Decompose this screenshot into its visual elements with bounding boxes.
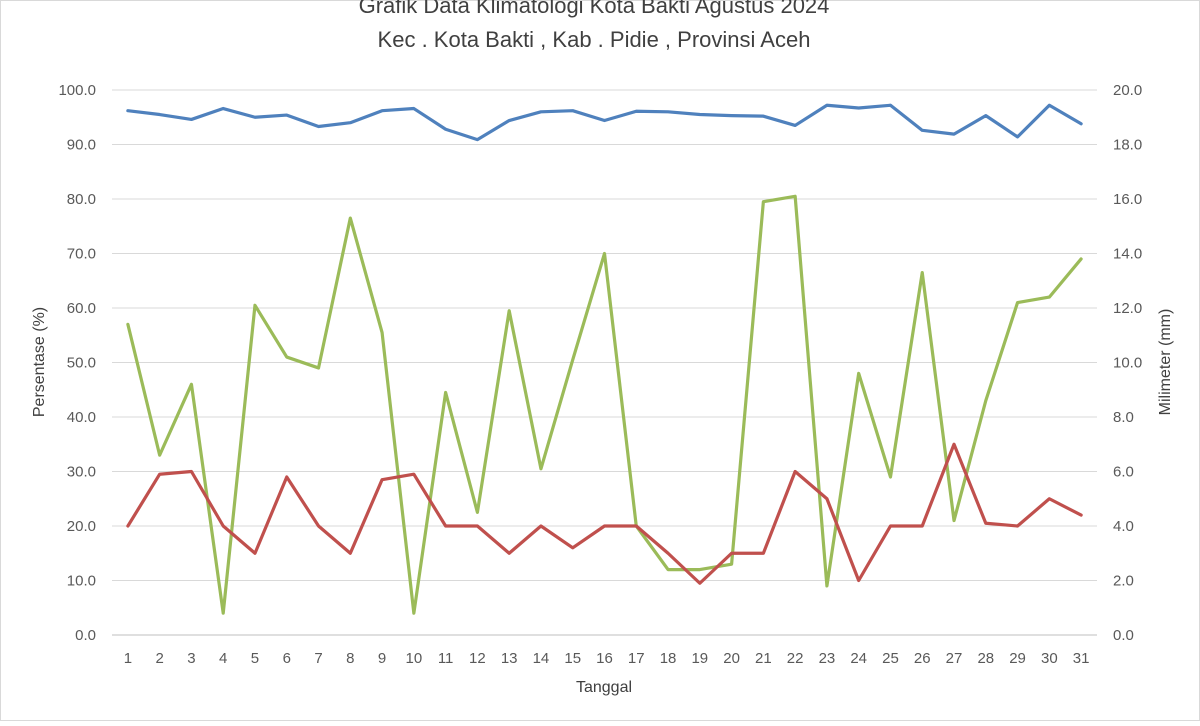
x-tick-label: 20 xyxy=(723,650,740,667)
x-tick-label: 14 xyxy=(533,650,550,667)
x-tick-label: 18 xyxy=(660,650,677,667)
y-tick-label: 30.0 xyxy=(67,464,96,481)
x-tick-label: 19 xyxy=(691,650,708,667)
x-tick-label: 16 xyxy=(596,650,613,667)
gridlines xyxy=(112,89,1097,636)
x-tick-label: 9 xyxy=(378,650,386,667)
y2-tick-label: 0.0 xyxy=(1113,627,1134,644)
y2-tick-label: 12.0 xyxy=(1113,300,1142,317)
x-tick-label: 26 xyxy=(914,650,931,667)
x-tick-label: 8 xyxy=(346,650,354,667)
left-axis-ticks: 0.0 10.0 20.0 30.0 40.0 50.0 60.0 70.0 80.0 90.0 1… xyxy=(58,82,96,644)
x-tick-label: 30 xyxy=(1041,650,1058,667)
x-tick-label: 23 xyxy=(819,650,836,667)
y-tick-label: 70.0 xyxy=(67,246,96,263)
x-tick-label: 31 xyxy=(1073,650,1090,667)
y-tick-label: 80.0 xyxy=(67,191,96,208)
x-tick-label: 25 xyxy=(882,650,899,667)
x-tick-label: 2 xyxy=(155,650,163,667)
y2-tick-label: 4.0 xyxy=(1113,518,1134,535)
y-tick-label: 40.0 xyxy=(67,409,96,426)
y-tick-label: 10.0 xyxy=(67,573,96,590)
x-tick-label: 13 xyxy=(501,650,518,667)
y-tick-label: 100.0 xyxy=(58,82,96,99)
x-tick-label: 6 xyxy=(283,650,291,667)
y2-tick-label: 2.0 xyxy=(1113,573,1134,590)
y2-tick-label: 18.0 xyxy=(1113,137,1142,154)
x-tick-label: 17 xyxy=(628,650,645,667)
y2-tick-label: 20.0 xyxy=(1113,82,1142,99)
y-tick-label: 20.0 xyxy=(67,518,96,535)
x-tick-label: 28 xyxy=(977,650,994,667)
x-tick-label: 27 xyxy=(946,650,963,667)
y-tick-label: 50.0 xyxy=(67,355,96,372)
x-tick-label: 3 xyxy=(187,650,195,667)
y2-axis-title: Milimeter (mm) xyxy=(1157,309,1174,416)
x-tick-label: 5 xyxy=(251,650,259,667)
x-tick-label: 15 xyxy=(564,650,581,667)
x-tick-label: 29 xyxy=(1009,650,1026,667)
y2-tick-label: 8.0 xyxy=(1113,409,1134,426)
x-tick-label: 7 xyxy=(314,650,322,667)
x-tick-label: 11 xyxy=(438,650,454,667)
x-axis-ticks: 1 2 3 4 5 6 7 8 9 10 11 12 13 14 15 16 17 18 19 20 21 22 23 24 2… xyxy=(124,650,1090,667)
right-axis-ticks: 0.0 2.0 4.0 6.0 8.0 10.0 12.0 14.0 16.0 18.0 20.0 xyxy=(1113,82,1142,644)
series-lines xyxy=(126,103,1083,615)
x-tick-label: 12 xyxy=(469,650,486,667)
chart-title: Grafik Data Klimatologi Kota Bakti Agust… xyxy=(359,0,830,18)
x-tick-label: 21 xyxy=(755,650,772,667)
y-axis-title: Persentase (%) xyxy=(31,307,48,417)
y-tick-label: 90.0 xyxy=(67,137,96,154)
y-tick-label: 0.0 xyxy=(75,627,96,644)
y2-tick-label: 10.0 xyxy=(1113,355,1142,372)
chart-subtitle: Kec . Kota Bakti , Kab . Pidie , Provins… xyxy=(378,27,811,52)
series-line-2 xyxy=(126,194,1083,615)
x-tick-label: 24 xyxy=(850,650,867,667)
x-axis-title: Tanggal xyxy=(576,679,632,696)
x-tick-label: 4 xyxy=(219,650,227,667)
y2-tick-label: 14.0 xyxy=(1113,246,1142,263)
x-tick-label: 1 xyxy=(124,650,132,667)
y2-tick-label: 16.0 xyxy=(1113,191,1142,208)
x-tick-label: 22 xyxy=(787,650,804,667)
y2-tick-label: 6.0 xyxy=(1113,464,1134,481)
x-tick-label: 10 xyxy=(406,650,423,667)
series-line-3 xyxy=(126,442,1083,585)
y-tick-label: 60.0 xyxy=(67,300,96,317)
series-line-1 xyxy=(126,103,1083,142)
